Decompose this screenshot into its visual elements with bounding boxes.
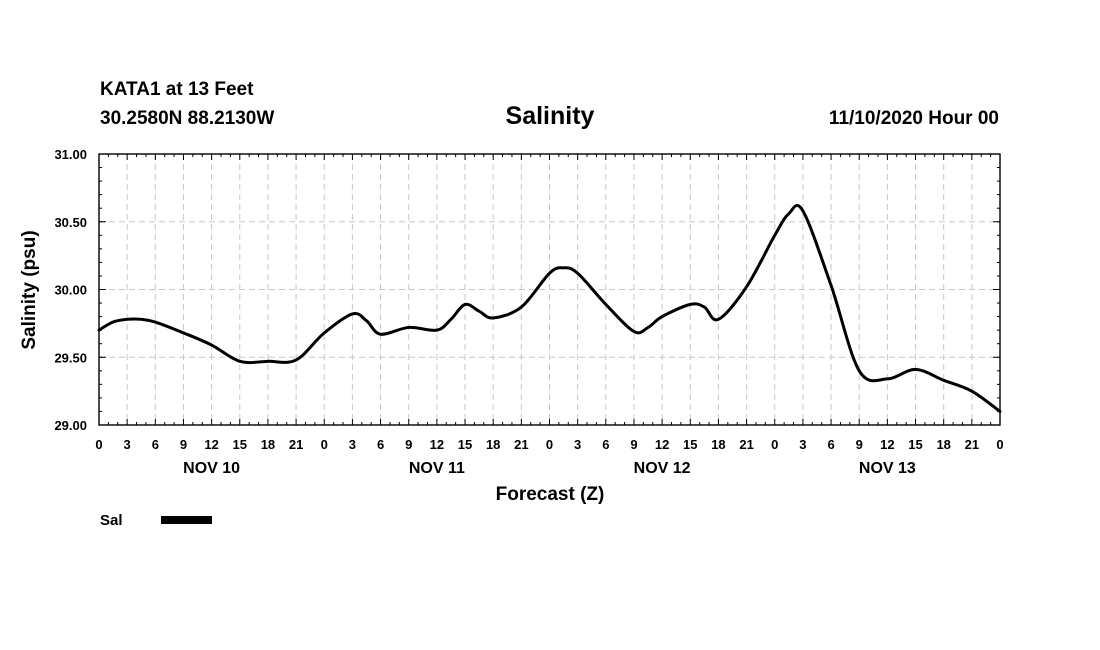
x-tick-label: 12 xyxy=(880,437,894,452)
legend-swatch xyxy=(161,516,212,524)
x-axis-label: Forecast (Z) xyxy=(496,484,605,505)
series-line-sal xyxy=(97,203,1002,413)
x-tick-label: 3 xyxy=(124,437,131,452)
x-tick-label: 3 xyxy=(349,437,356,452)
x-tick-label: 9 xyxy=(405,437,412,452)
x-tick-label: 15 xyxy=(908,437,922,452)
x-tick-label: 15 xyxy=(683,437,697,452)
series-layer xyxy=(97,203,1002,413)
x-tick-label: 12 xyxy=(204,437,218,452)
x-tick-label: 15 xyxy=(458,437,472,452)
y-tick-label: 30.00 xyxy=(54,283,87,298)
x-tick-label: 6 xyxy=(152,437,159,452)
y-tick-labels: 29.00 29.50 30.00 30.50 31.00 xyxy=(54,147,87,433)
legend: Sal xyxy=(100,512,212,529)
x-tick-label: 6 xyxy=(827,437,834,452)
x-tick-label: 21 xyxy=(289,437,303,452)
x-tick-label: 21 xyxy=(965,437,979,452)
x-tick-label: 6 xyxy=(602,437,609,452)
x-tick-label: 9 xyxy=(180,437,187,452)
x-tick-label: 21 xyxy=(739,437,753,452)
x-tick-label: 9 xyxy=(856,437,863,452)
x-tick-labels: 0 3 6 9 12 15 18 21 0 3 6 9 12 15 18 21 0 3 6 9 12 15 18 21 0 3 6 9… xyxy=(95,437,1003,452)
x-tick-label: 15 xyxy=(233,437,247,452)
x-tick-label: 18 xyxy=(711,437,725,452)
x-tick-label: 0 xyxy=(95,437,102,452)
x-tick-label: 21 xyxy=(514,437,528,452)
x-tick-label: 12 xyxy=(430,437,444,452)
y-tick-label: 30.50 xyxy=(54,215,87,230)
y-tick-label: 31.00 xyxy=(54,147,87,162)
day-label: NOV 12 xyxy=(634,460,691,477)
x-tick-label: 18 xyxy=(261,437,275,452)
day-label: NOV 11 xyxy=(409,460,465,477)
x-tick-label: 6 xyxy=(377,437,384,452)
x-tick-label: 12 xyxy=(655,437,669,452)
y-tick-label: 29.50 xyxy=(54,350,87,365)
y-tick-label: 29.00 xyxy=(54,418,87,433)
x-tick-label: 0 xyxy=(771,437,778,452)
x-tick-label: 0 xyxy=(321,437,328,452)
x-tick-label: 9 xyxy=(630,437,637,452)
x-tick-label: 0 xyxy=(546,437,553,452)
forecast-datetime: 11/10/2020 Hour 00 xyxy=(829,108,999,129)
legend-label: Sal xyxy=(100,512,123,529)
station-label: KATA1 at 13 Feet xyxy=(100,79,254,100)
grid xyxy=(99,154,1000,425)
x-tick-label: 3 xyxy=(574,437,581,452)
x-tick-label: 18 xyxy=(936,437,950,452)
x-tick-label: 18 xyxy=(486,437,500,452)
day-labels: NOV 10 NOV 11 NOV 12 NOV 13 xyxy=(183,460,916,477)
day-label: NOV 10 xyxy=(183,460,240,477)
coordinates-label: 30.2580N 88.2130W xyxy=(100,108,274,129)
y-axis-label: Salinity (psu) xyxy=(19,230,40,349)
plot-frame xyxy=(98,153,1001,426)
x-tick-label: 0 xyxy=(996,437,1003,452)
chart-title: Salinity xyxy=(506,102,595,130)
x-tick-label: 3 xyxy=(799,437,806,452)
day-label: NOV 13 xyxy=(859,460,916,477)
